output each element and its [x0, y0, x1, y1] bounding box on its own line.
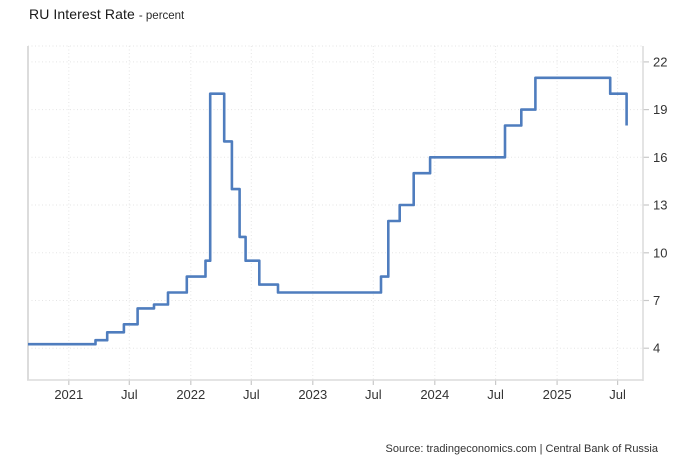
x-tick-label: 2024 — [420, 387, 449, 402]
x-tick-label: Jul — [487, 387, 504, 402]
y-tick-label: 4 — [653, 341, 660, 356]
y-tick-label: 22 — [653, 54, 667, 69]
x-tick-label: 2025 — [543, 387, 572, 402]
rate-step-line — [28, 76, 628, 346]
x-tick-label: Jul — [243, 387, 260, 402]
x-tick-label: 2021 — [54, 387, 83, 402]
x-tick-label: Jul — [121, 387, 138, 402]
source-attribution: Source: tradingeconomics.com | Central B… — [385, 443, 658, 455]
chart-title: RU Interest Rate — [29, 6, 135, 22]
y-tick-label: 16 — [653, 150, 667, 165]
y-tick-label: 10 — [653, 245, 667, 260]
y-tick-label: 13 — [653, 198, 667, 213]
y-tick-label: 19 — [653, 102, 667, 117]
chart-header: RU Interest Rate - percent — [29, 6, 184, 24]
y-tick-label: 7 — [653, 293, 660, 308]
x-tick-label: Jul — [609, 387, 626, 402]
x-tick-label: 2023 — [298, 387, 327, 402]
interest-rate-step-chart[interactable]: 4 7 10 13 16 19 22 2021 Jul 2022 Jul 2023 Jul 2024 Jul… — [0, 0, 684, 432]
chart-subtitle: - percent — [138, 10, 185, 22]
x-tick-label: 2022 — [176, 387, 205, 402]
x-tick-label: Jul — [365, 387, 382, 402]
